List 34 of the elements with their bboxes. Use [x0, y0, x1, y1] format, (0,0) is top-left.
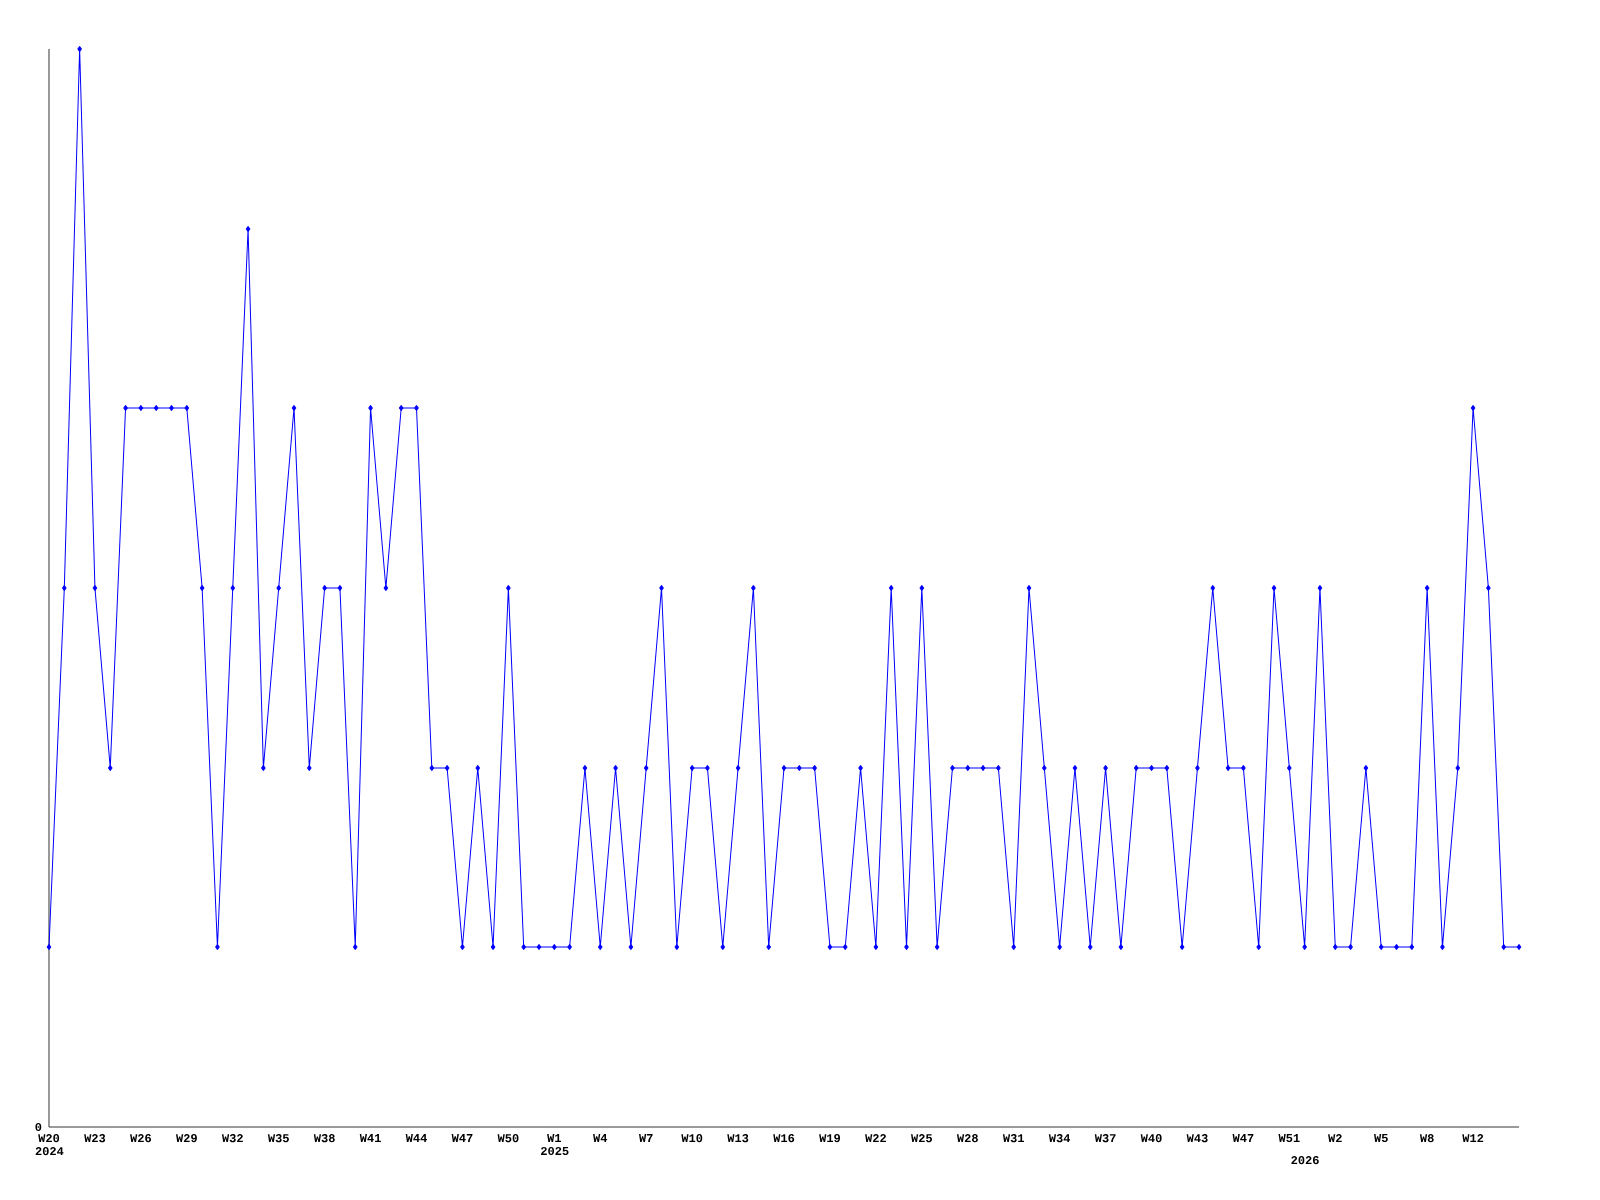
x-tick-label: W50 — [497, 1134, 519, 1143]
x-tick-label: 2026 — [1291, 1156, 1319, 1165]
x-tick-label: W31 — [1002, 1134, 1025, 1143]
x-tick-label: W25 — [911, 1134, 933, 1143]
x-tick-label: W35 — [267, 1134, 289, 1143]
x-tick-label: W41 — [359, 1134, 381, 1142]
x-tick-label: W12 — [1462, 1134, 1484, 1143]
x-tick-label: W7 — [638, 1134, 653, 1142]
x-tick-label: W38 — [313, 1134, 335, 1143]
x-tick-label: W2 — [1328, 1134, 1342, 1143]
x-tick-label: W43 — [1186, 1134, 1208, 1143]
x-tick-label: W13 — [727, 1134, 749, 1143]
x-tick-label: W40 — [1140, 1134, 1162, 1143]
x-tick-label: W19 — [819, 1134, 841, 1143]
x-tick-label: W8 — [1419, 1134, 1434, 1143]
x-tick-label: W16 — [773, 1134, 795, 1143]
x-tick-label: W26 — [130, 1134, 152, 1143]
x-tick-label: W22 — [865, 1134, 886, 1143]
x-tick-label: W23 — [84, 1134, 106, 1143]
x-tick-label: W20 2024 — [35, 1134, 64, 1156]
x-tick-label: W10 — [681, 1134, 703, 1143]
x-tick-label: W44 — [405, 1134, 427, 1142]
x-tick-label: W1 2025 — [541, 1134, 569, 1156]
x-tick-label: W29 — [176, 1134, 197, 1143]
x-tick-label: W5 — [1374, 1134, 1388, 1143]
x-tick-label: W47 — [1232, 1134, 1254, 1142]
x-tick-label: W37 — [1094, 1134, 1116, 1143]
x-tick-label: W28 — [956, 1134, 978, 1143]
x-tick-label: W47 — [451, 1134, 473, 1142]
x-tick-label: W32 — [221, 1134, 243, 1143]
x-tick-label: W51 — [1278, 1134, 1300, 1143]
x-tick-label: W34 — [1048, 1134, 1071, 1143]
x-tick-label: W4 — [593, 1134, 608, 1142]
text: 0 — [35, 1122, 42, 1132]
